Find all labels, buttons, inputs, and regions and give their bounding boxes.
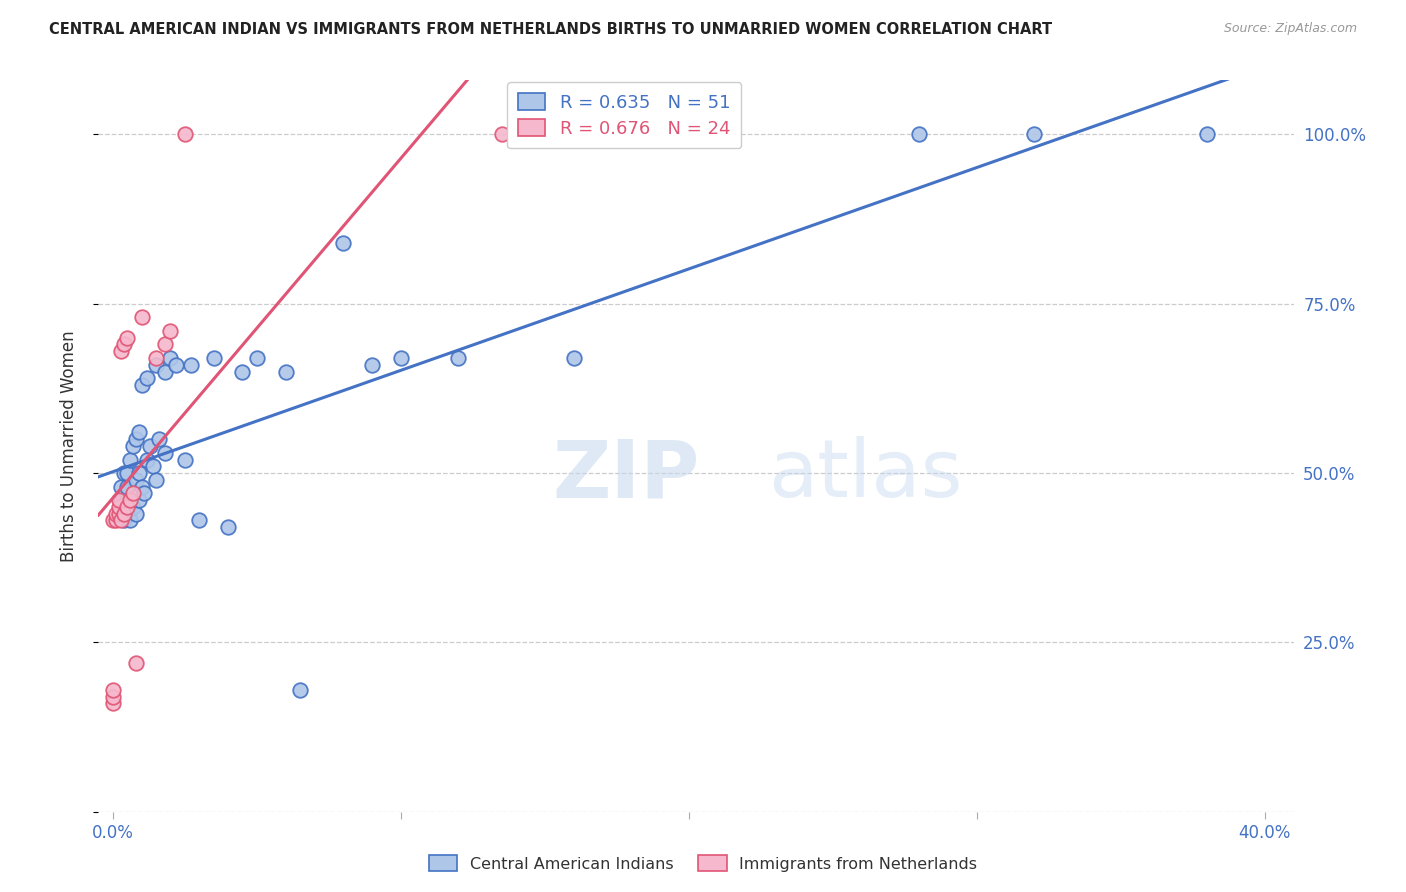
Point [115, 507, 138, 521]
Point [131, 378, 153, 392]
Point [153, 446, 176, 460]
Point [1197, 128, 1219, 142]
Point [125, 473, 148, 487]
Point [104, 507, 127, 521]
Point [110, 514, 132, 528]
Text: CENTRAL AMERICAN INDIAN VS IMMIGRANTS FROM NETHERLANDS BIRTHS TO UNMARRIED WOMEN: CENTRAL AMERICAN INDIAN VS IMMIGRANTS FR… [49, 22, 1052, 37]
Point [122, 486, 145, 500]
Point [125, 656, 148, 670]
Point [159, 351, 181, 365]
Point [115, 493, 138, 508]
Point [125, 432, 148, 446]
Point [288, 682, 311, 697]
Point [107, 500, 129, 514]
Point [165, 358, 187, 372]
Point [1024, 128, 1046, 142]
Text: Source: ZipAtlas.com: Source: ZipAtlas.com [1223, 22, 1357, 36]
Point [173, 452, 195, 467]
Point [153, 337, 176, 351]
Point [120, 493, 142, 508]
Point [107, 507, 129, 521]
Point [125, 507, 148, 521]
Point [115, 500, 138, 514]
Point [107, 507, 129, 521]
Point [101, 690, 124, 704]
Text: atlas: atlas [768, 436, 962, 515]
Point [101, 514, 124, 528]
Point [145, 473, 167, 487]
Legend: Central American Indians, Immigrants from Netherlands: Central American Indians, Immigrants fro… [420, 847, 986, 880]
Point [110, 493, 132, 508]
Point [136, 452, 159, 467]
Point [115, 480, 138, 494]
Point [122, 439, 145, 453]
Point [112, 466, 135, 480]
Point [274, 364, 297, 378]
Point [188, 514, 211, 528]
Text: ZIP: ZIP [553, 436, 700, 515]
Point [173, 128, 195, 142]
Point [115, 331, 138, 345]
Legend: R = 0.635   N = 51, R = 0.676   N = 24: R = 0.635 N = 51, R = 0.676 N = 24 [508, 82, 741, 148]
Point [153, 364, 176, 378]
Point [389, 351, 412, 365]
Point [180, 358, 202, 372]
Point [136, 371, 159, 385]
Point [122, 500, 145, 514]
Point [145, 351, 167, 365]
Point [361, 358, 384, 372]
Point [447, 351, 470, 365]
Point [112, 507, 135, 521]
Point [491, 128, 513, 142]
Y-axis label: Births to Unmarried Women: Births to Unmarried Women [59, 330, 77, 562]
Point [159, 324, 181, 338]
Point [246, 351, 269, 365]
Point [101, 682, 124, 697]
Point [908, 128, 931, 142]
Point [120, 452, 142, 467]
Point [104, 514, 127, 528]
Point [115, 466, 138, 480]
Point [112, 514, 135, 528]
Point [112, 337, 135, 351]
Point [107, 493, 129, 508]
Point [110, 344, 132, 359]
Point [110, 480, 132, 494]
Point [217, 520, 239, 534]
Point [332, 235, 354, 250]
Point [128, 425, 150, 440]
Point [145, 358, 167, 372]
Point [139, 439, 162, 453]
Point [131, 480, 153, 494]
Point [142, 459, 165, 474]
Point [231, 364, 253, 378]
Point [120, 514, 142, 528]
Point [562, 351, 585, 365]
Point [131, 310, 153, 325]
Point [202, 351, 225, 365]
Point [112, 500, 135, 514]
Point [148, 432, 170, 446]
Point [134, 486, 156, 500]
Point [128, 466, 150, 480]
Point [128, 493, 150, 508]
Point [101, 697, 124, 711]
